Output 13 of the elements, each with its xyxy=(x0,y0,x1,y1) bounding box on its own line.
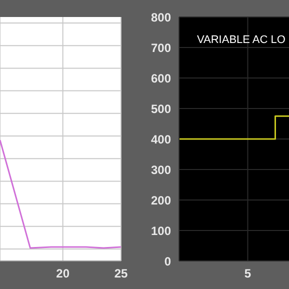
y-tick-label: 400 xyxy=(150,132,172,146)
y-tick-label: 100 xyxy=(150,224,172,238)
y-tick-label: 500 xyxy=(150,102,172,116)
y-tick-label: 800 xyxy=(150,10,172,24)
x-tick-label: 5 xyxy=(244,266,252,281)
y-tick-label: 300 xyxy=(150,162,172,177)
y-tick-label: 200 xyxy=(150,193,172,208)
text: VARIABLE AC LO xyxy=(197,34,286,46)
x-tick-label: 25 xyxy=(114,266,128,281)
y-tick-label: 0 xyxy=(164,254,172,268)
y-tick-label: 600 xyxy=(150,71,172,86)
y-tick-label: 700 xyxy=(150,40,172,55)
x-tick-label: 20 xyxy=(56,266,70,281)
